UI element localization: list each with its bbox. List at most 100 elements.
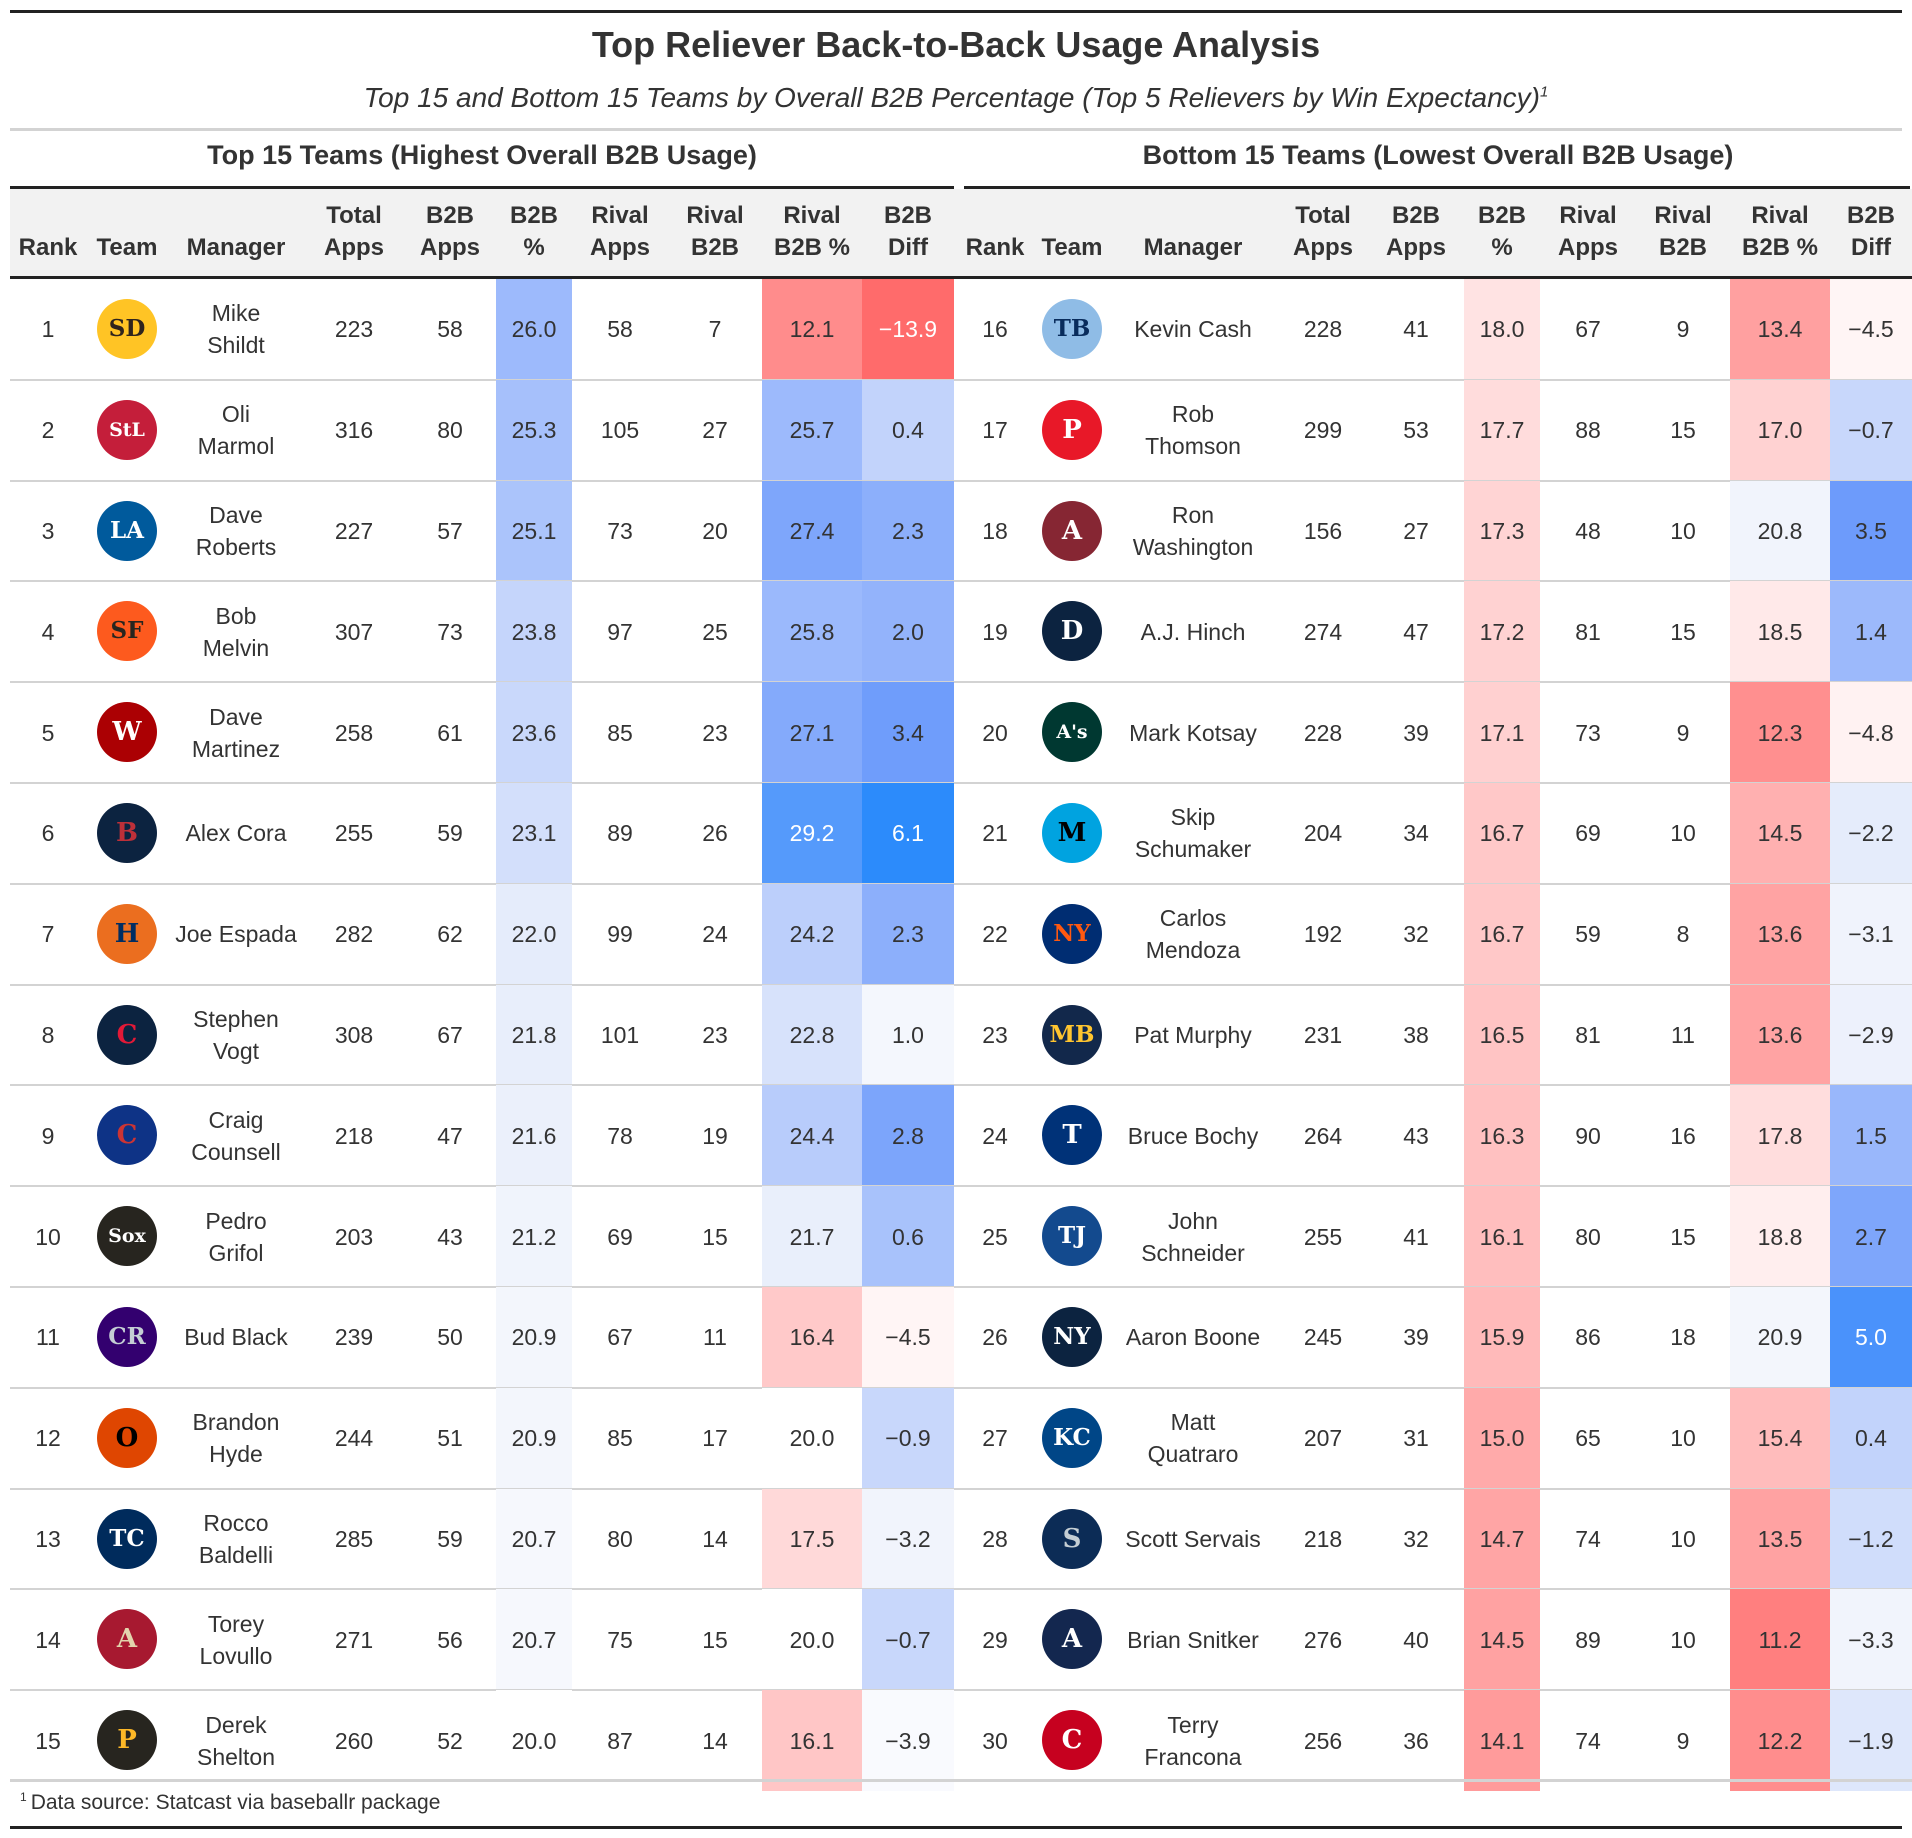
rival-apps-cell: 75 <box>607 1626 633 1653</box>
manager-cell: Rocco Baldelli <box>168 1489 304 1590</box>
header-line-2: Apps <box>1386 234 1446 261</box>
manager-cell: Kevin Cash <box>1108 279 1278 380</box>
manager-name-line: Vogt <box>212 1037 260 1064</box>
right-header-b2b-apps: B2B Apps <box>1368 189 1464 276</box>
b2b-pct-cell: 23.8 <box>496 581 572 683</box>
rival-b2b-cell: 18 <box>1670 1324 1696 1351</box>
b2b-diff-cell: −2.9 <box>1830 984 1912 1086</box>
left-header-rival-b2b-pct: Rival B2B % <box>762 189 862 276</box>
b2b-diff-cell: −1.9 <box>1830 1690 1912 1791</box>
total-apps-cell: 255 <box>334 820 374 847</box>
manager-name-line: John <box>1168 1207 1218 1234</box>
total-apps-cell: 218 <box>334 1122 374 1149</box>
header-line-2: Apps <box>590 234 650 261</box>
header-line-2: B2B <box>690 234 739 261</box>
b2b-pct-cell: 14.5 <box>1464 1589 1540 1691</box>
royals-logo: KC <box>1042 1407 1102 1468</box>
team-cell: TJ <box>1036 1186 1108 1287</box>
nationals-logo: W <box>97 702 157 763</box>
rival-b2b-cell: 7 <box>708 316 722 343</box>
rival-b2b-cell: 27 <box>702 417 728 444</box>
header-line-2: Rank <box>965 234 1025 261</box>
b2b-pct-cell: 20.7 <box>496 1488 572 1590</box>
header-line-2: Diff <box>888 234 928 261</box>
rival-b2b-cell: 26 <box>702 820 728 847</box>
b2b-diff-cell: 2.0 <box>862 581 954 683</box>
page-subtitle: Top 15 and Bottom 15 Teams by Overall B2… <box>10 82 1902 114</box>
rank-cell: 15 <box>35 1727 61 1754</box>
manager-name: Torey Lovullo <box>200 1608 273 1672</box>
rival-b2b-cell: 10 <box>1670 517 1696 544</box>
b2b-apps-cell: 40 <box>1403 1626 1429 1653</box>
mariners-logo: S <box>1042 1508 1102 1569</box>
manager-cell: Oli Marmol <box>168 380 304 481</box>
manager-name-line: Martinez <box>191 735 281 762</box>
team-cell: S <box>1036 1489 1108 1590</box>
b2b-pct-cell: 15.9 <box>1464 1287 1540 1388</box>
total-apps-cell: 299 <box>1303 417 1343 444</box>
rival-apps-cell: 86 <box>1575 1324 1601 1351</box>
b2b-diff-cell: −3.9 <box>862 1690 954 1791</box>
athletics-logo: A's <box>1042 702 1102 763</box>
manager-name: Brandon Hyde <box>193 1406 280 1470</box>
team-cell: MB <box>1036 985 1108 1086</box>
b2b-diff-cell: −4.5 <box>1830 279 1912 380</box>
b2b-apps-cell: 58 <box>437 316 463 343</box>
b2b-apps-cell: 39 <box>1403 1324 1429 1351</box>
rank-cell: 19 <box>982 618 1008 645</box>
manager-name-line: Hyde <box>209 1441 263 1468</box>
rival-apps-cell: 48 <box>1575 517 1601 544</box>
row-divider <box>10 1084 1912 1087</box>
row-divider <box>10 1689 1912 1692</box>
b2b-pct-cell: 16.7 <box>1464 883 1540 985</box>
giants-logo: SF <box>97 601 157 662</box>
manager-cell: Mark Kotsay <box>1108 682 1278 783</box>
total-apps-cell: 316 <box>334 417 374 444</box>
rank-cell: 16 <box>982 316 1008 343</box>
b2b-apps-cell: 67 <box>437 1021 463 1048</box>
left-header-rank: Rank <box>10 189 86 276</box>
total-apps-cell: 239 <box>334 1324 374 1351</box>
b2b-pct-cell: 14.7 <box>1464 1488 1540 1590</box>
total-apps-cell: 223 <box>334 316 374 343</box>
column-header-band <box>10 189 1912 278</box>
rival-b2b-pct-cell: 25.7 <box>762 379 862 481</box>
manager-cell: Ron Washington <box>1108 481 1278 582</box>
header-line-1: B2B <box>1477 202 1526 229</box>
left-header-b2b-diff: B2B Diff <box>862 189 954 276</box>
manager-name: Dave Martinez <box>192 701 280 765</box>
right-header-team-text: Team <box>1042 232 1103 264</box>
rival-b2b-pct-cell: 13.4 <box>1730 279 1830 380</box>
rival-b2b-cell: 25 <box>702 618 728 645</box>
rival-apps-cell: 73 <box>607 517 633 544</box>
manager-name: Mike Shildt <box>207 297 265 361</box>
rival-apps-cell: 80 <box>1575 1223 1601 1250</box>
manager-name-line: Shildt <box>207 332 265 359</box>
rank-cell: 20 <box>982 719 1008 746</box>
rival-b2b-pct-cell: 20.9 <box>1730 1287 1830 1388</box>
row-divider <box>10 378 1912 381</box>
b2b-apps-cell: 43 <box>437 1223 463 1250</box>
b2b-pct-cell: 16.7 <box>1464 783 1540 884</box>
rank-cell: 26 <box>982 1324 1008 1351</box>
rival-b2b-pct-cell: 16.4 <box>762 1287 862 1388</box>
b2b-apps-cell: 53 <box>1403 417 1429 444</box>
angels-logo: A <box>1042 500 1102 561</box>
manager-name: Ron Washington <box>1133 499 1254 563</box>
manager-name-line: Francona <box>1144 1743 1242 1770</box>
rank-cell: 13 <box>35 1525 61 1552</box>
right-header-rival-apps: Rival Apps <box>1540 189 1636 276</box>
b2b-pct-cell: 17.1 <box>1464 682 1540 783</box>
team-cell: M <box>1036 783 1108 884</box>
total-apps-cell: 260 <box>334 1727 374 1754</box>
rank-cell: 23 <box>982 1021 1008 1048</box>
manager-cell: John Schneider <box>1108 1186 1278 1287</box>
rival-apps-cell: 89 <box>607 820 633 847</box>
rival-b2b-pct-cell: 27.1 <box>762 682 862 783</box>
b2b-diff-cell: −3.1 <box>1830 883 1912 985</box>
row-divider <box>10 580 1912 583</box>
rival-b2b-pct-cell: 20.8 <box>1730 480 1830 582</box>
team-cell: SD <box>86 279 168 380</box>
manager-name-line: Skip <box>1170 804 1216 831</box>
